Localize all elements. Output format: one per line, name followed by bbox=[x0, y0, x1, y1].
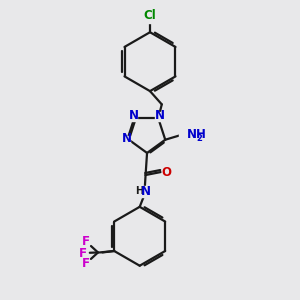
Bar bbox=[82, 237, 89, 245]
Text: O: O bbox=[161, 166, 172, 178]
Bar bbox=[162, 168, 171, 176]
Text: Cl: Cl bbox=[144, 9, 156, 22]
Text: N: N bbox=[122, 132, 131, 145]
Text: 2: 2 bbox=[196, 134, 202, 143]
Text: F: F bbox=[82, 235, 90, 248]
Text: N: N bbox=[128, 109, 139, 122]
Bar bbox=[179, 129, 197, 141]
Bar bbox=[129, 112, 137, 121]
Text: N: N bbox=[141, 185, 151, 198]
Bar bbox=[143, 12, 157, 23]
Text: H: H bbox=[135, 186, 143, 196]
Bar bbox=[155, 112, 164, 121]
Text: N: N bbox=[154, 109, 164, 122]
Bar bbox=[79, 250, 86, 258]
Bar bbox=[134, 186, 151, 196]
Text: F: F bbox=[79, 248, 87, 260]
Text: NH: NH bbox=[187, 128, 206, 141]
Text: F: F bbox=[82, 257, 90, 270]
Bar bbox=[122, 136, 130, 144]
Bar bbox=[82, 260, 89, 268]
